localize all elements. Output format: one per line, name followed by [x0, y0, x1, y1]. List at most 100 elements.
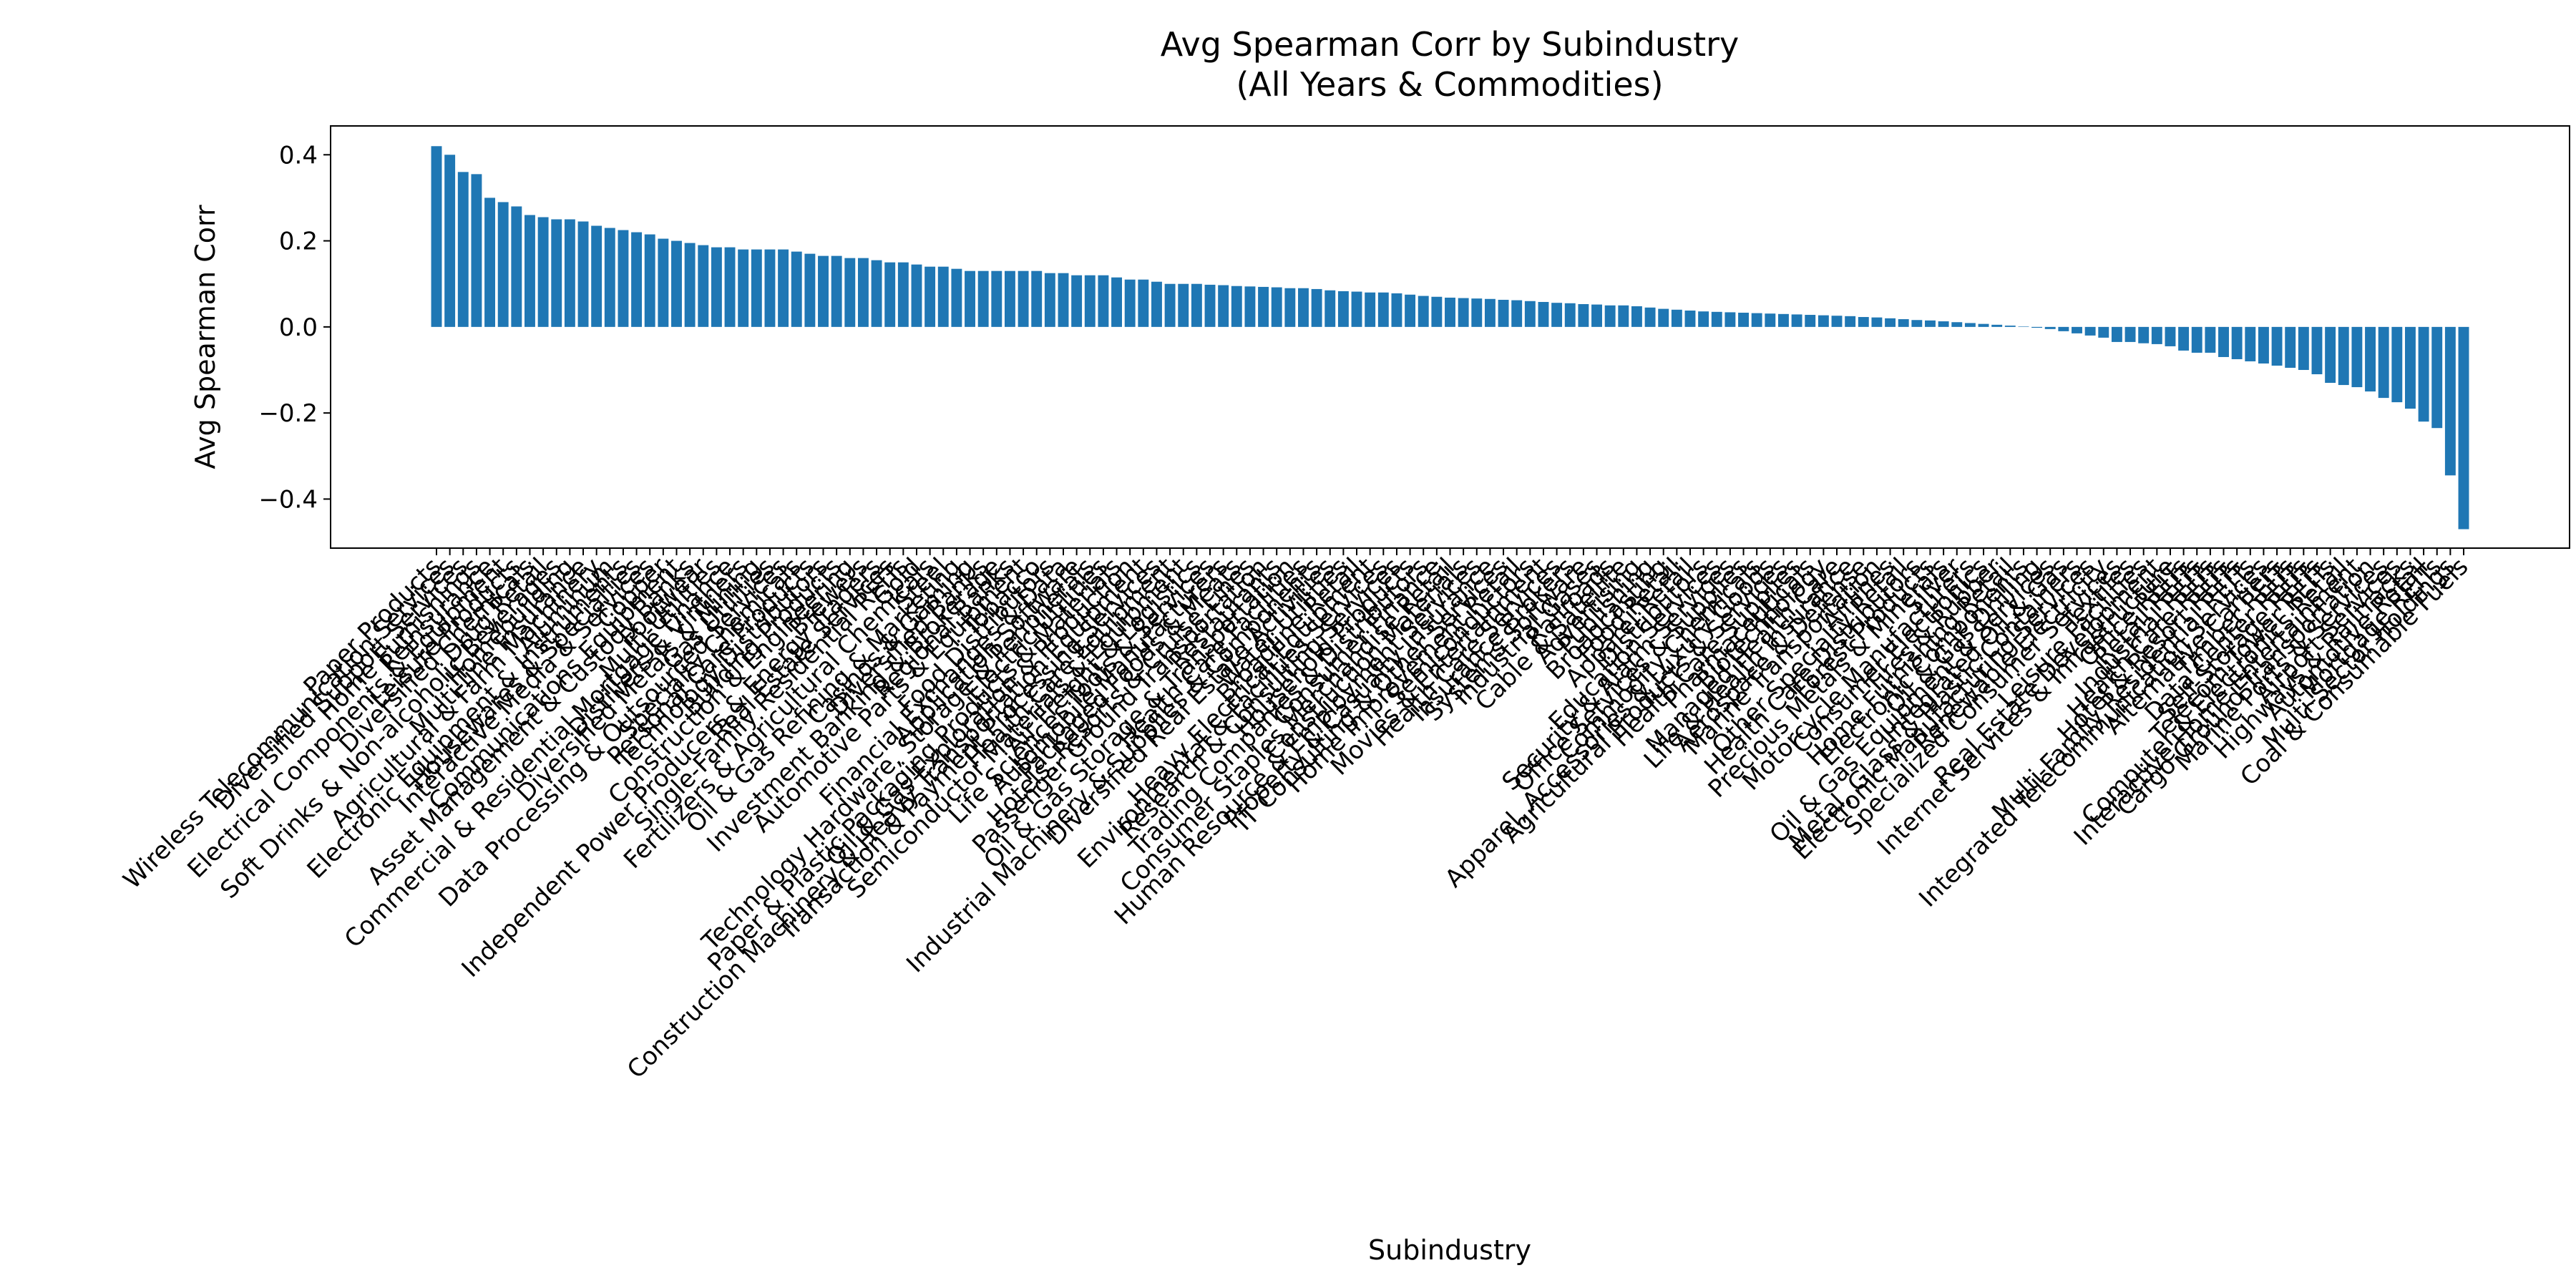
bar — [1337, 291, 1349, 327]
bar — [511, 206, 522, 327]
bar — [1484, 298, 1496, 327]
bar — [2338, 326, 2349, 386]
bar — [724, 247, 736, 327]
bar — [2365, 326, 2376, 392]
bar — [1218, 285, 1229, 327]
bar — [1204, 284, 1216, 327]
x-axis-label: Subindustry — [1368, 1234, 1531, 1266]
bar — [1871, 317, 1883, 327]
bar — [1058, 273, 1069, 327]
bar — [2325, 326, 2336, 384]
bar — [1258, 286, 1269, 327]
bar — [1911, 320, 1923, 327]
bar — [1458, 298, 1469, 327]
bar — [1311, 288, 1322, 327]
bar — [791, 251, 802, 327]
bar — [671, 240, 682, 327]
bar — [1524, 301, 1536, 327]
bar — [1951, 322, 1963, 327]
bar — [484, 197, 496, 327]
bar — [804, 253, 816, 327]
bar — [2351, 326, 2363, 388]
bar — [1191, 283, 1202, 327]
bar — [2271, 326, 2283, 366]
bar — [2044, 326, 2056, 329]
bar — [1538, 301, 1549, 327]
bar — [831, 255, 842, 327]
bar — [1044, 273, 1055, 327]
bar — [698, 245, 709, 327]
bar — [1604, 305, 1616, 327]
bar — [977, 270, 989, 327]
bar — [2378, 326, 2389, 399]
bar — [1244, 286, 1256, 327]
bar — [2004, 326, 2016, 327]
bar — [1991, 324, 2003, 327]
bar — [2111, 326, 2122, 342]
bar — [965, 270, 975, 327]
bar — [1805, 315, 1816, 327]
bar — [1698, 311, 1709, 327]
bar — [884, 262, 896, 327]
chart-title: Avg Spearman Corr by Subindustry — [1161, 25, 1740, 64]
bar — [1498, 299, 1509, 327]
bar — [1724, 312, 1736, 327]
bar — [2098, 326, 2109, 338]
bar — [577, 221, 589, 327]
bar — [2084, 326, 2096, 336]
bar — [1084, 275, 1096, 327]
y-tick-label: 0.0 — [279, 313, 318, 342]
bar — [1898, 319, 1909, 327]
bar — [1031, 270, 1043, 327]
bar — [2124, 326, 2136, 342]
bar — [991, 270, 1002, 327]
bar — [1431, 296, 1443, 327]
bar — [871, 260, 882, 327]
bar — [1377, 292, 1389, 327]
bar — [2418, 326, 2429, 422]
bar — [2431, 326, 2443, 429]
bar — [924, 266, 936, 327]
bar — [1511, 300, 1523, 327]
bar — [525, 215, 535, 327]
bar — [1231, 286, 1242, 327]
bar — [1964, 323, 1976, 327]
bar — [1818, 315, 1829, 327]
bar — [551, 219, 562, 327]
bar — [1858, 317, 1869, 327]
bar — [631, 232, 643, 327]
bar — [1391, 293, 1402, 327]
bar — [1765, 313, 1776, 327]
bar — [1445, 297, 1455, 327]
bar — [644, 234, 655, 327]
bar — [2072, 326, 2082, 333]
bar — [431, 146, 442, 327]
bar — [2285, 326, 2296, 369]
bar — [2178, 326, 2190, 351]
bar — [537, 217, 549, 327]
y-tick-label: 0.2 — [279, 228, 318, 256]
bar — [471, 174, 482, 327]
chart-subtitle: (All Years & Commodities) — [1236, 65, 1663, 104]
bar — [2404, 326, 2416, 409]
bar — [1124, 279, 1136, 327]
bar — [2444, 326, 2456, 476]
bar — [1405, 294, 1416, 327]
bar — [1791, 314, 1802, 327]
bar — [711, 247, 722, 327]
bar — [2018, 326, 2029, 327]
bar — [1978, 323, 1989, 327]
bar — [1684, 311, 1696, 327]
bar — [1711, 311, 1722, 327]
bar — [844, 258, 856, 327]
bar — [1351, 291, 1362, 327]
bar — [1564, 303, 1576, 327]
bar — [1418, 296, 1429, 327]
bar — [2311, 326, 2323, 375]
bar — [564, 219, 575, 327]
bar — [2218, 326, 2229, 357]
bar — [751, 249, 762, 327]
bar — [1111, 277, 1123, 327]
